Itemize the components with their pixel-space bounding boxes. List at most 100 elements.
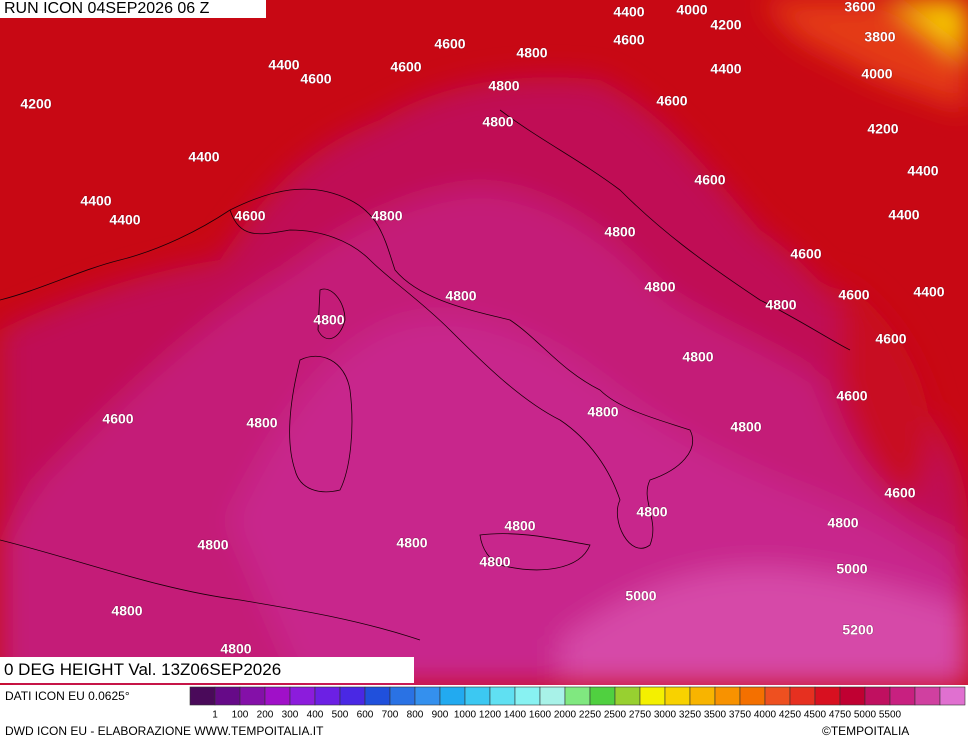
colorbar-swatch xyxy=(514,686,541,706)
colorbar-label: 1600 xyxy=(529,710,552,721)
contour-label: 4800 xyxy=(765,297,796,313)
contour-label: 4800 xyxy=(730,419,761,435)
colorbar-label: 1200 xyxy=(479,710,502,721)
field-shading xyxy=(0,0,968,685)
contour-label: 4600 xyxy=(390,59,421,75)
colorbar-label: 1000 xyxy=(454,710,477,721)
colorbar-label: 700 xyxy=(382,710,399,721)
colorbar-swatch xyxy=(289,686,316,706)
contour-label: 4800 xyxy=(682,349,713,365)
contour-label: 4600 xyxy=(102,411,133,427)
colorbar-label: 300 xyxy=(282,710,299,721)
contour-label: 4800 xyxy=(604,224,635,240)
contour-label: 4400 xyxy=(188,149,219,165)
colorbar-label: 100 xyxy=(232,710,249,721)
colorbar-label: 3750 xyxy=(729,710,752,721)
contour-label: 4600 xyxy=(234,208,265,224)
contour-label: 4600 xyxy=(838,287,869,303)
colorbar-label: 1400 xyxy=(504,710,527,721)
contour-label: 4800 xyxy=(827,515,858,531)
colorbar-swatch xyxy=(839,686,866,706)
colorbar-label: 900 xyxy=(432,710,449,721)
colorbar-label: 3250 xyxy=(679,710,702,721)
contour-label: 4600 xyxy=(836,388,867,404)
colorbar-label: 200 xyxy=(257,710,274,721)
colorbar-label: 2250 xyxy=(579,710,602,721)
colorbar-label: 4500 xyxy=(804,710,827,721)
colorbar-swatch xyxy=(214,686,241,706)
colorbar-swatch xyxy=(914,686,941,706)
contour-label: 5200 xyxy=(842,622,873,638)
contour-label: 4000 xyxy=(676,2,707,18)
contour-label: 4800 xyxy=(504,518,535,534)
contour-label: 3800 xyxy=(864,29,895,45)
contour-label: 4800 xyxy=(371,208,402,224)
colorbar-swatch xyxy=(689,686,716,706)
colorbar-label: 500 xyxy=(332,710,349,721)
coastlines xyxy=(0,109,851,641)
colorbar-label: 3000 xyxy=(654,710,677,721)
colorbar-swatch xyxy=(464,686,491,706)
contour-label: 4600 xyxy=(613,32,644,48)
colorbar-label: 2750 xyxy=(629,710,652,721)
colorbar-label: 400 xyxy=(307,710,324,721)
colorbar-swatch xyxy=(339,686,366,706)
colorbar-swatch xyxy=(814,686,841,706)
copyright: ©TEMPOITALIA xyxy=(822,724,910,738)
colorbar-label: 5000 xyxy=(854,710,877,721)
colorbar-swatch xyxy=(439,686,466,706)
contour-label: 4400 xyxy=(268,57,299,73)
contour-label: 5000 xyxy=(836,561,867,577)
contour-label: 4600 xyxy=(790,246,821,262)
colorbar-label: 800 xyxy=(407,710,424,721)
colorbar-swatch xyxy=(864,686,891,706)
contour-label: 4200 xyxy=(20,96,51,112)
data-source: DATI ICON EU 0.0625° xyxy=(5,689,130,703)
colorbar-swatch xyxy=(589,686,616,706)
contour-label: 4600 xyxy=(875,331,906,347)
contour-label: 4600 xyxy=(884,485,915,501)
contour-label: 4400 xyxy=(907,163,938,179)
colorbar-label: 4250 xyxy=(779,710,802,721)
colorbar-swatch xyxy=(764,686,791,706)
contour-label: 4400 xyxy=(109,212,140,228)
contour-label: 4400 xyxy=(613,4,644,20)
run-label: RUN ICON 04SEP2026 06 Z xyxy=(0,0,266,18)
contour-label: 4800 xyxy=(516,45,547,61)
colorbar-label: 1 xyxy=(212,710,218,721)
contour-label: 4400 xyxy=(888,207,919,223)
colorbar-swatch xyxy=(189,686,216,706)
contour-label: 4800 xyxy=(220,641,251,657)
colorbar-swatch xyxy=(739,686,766,706)
colorbar-swatch xyxy=(314,686,341,706)
contour-label: 4800 xyxy=(482,114,513,130)
contour-label: 4000 xyxy=(861,66,892,82)
contour-label: 4800 xyxy=(636,504,667,520)
contour-label: 4800 xyxy=(587,404,618,420)
contour-label: 4600 xyxy=(656,93,687,109)
contour-label: 4200 xyxy=(710,17,741,33)
contour-label: 5000 xyxy=(625,588,656,604)
contour-label: 4800 xyxy=(488,78,519,94)
contour-label: 4400 xyxy=(913,284,944,300)
contour-label: 4800 xyxy=(445,288,476,304)
credits: DWD ICON EU - ELABORAZIONE WWW.TEMPOITAL… xyxy=(5,724,324,738)
colorbar-swatch xyxy=(489,686,516,706)
colorbar-swatch xyxy=(939,686,966,706)
colorbar-swatch xyxy=(889,686,916,706)
contour-label: 4600 xyxy=(300,71,331,87)
contour-label: 4800 xyxy=(644,279,675,295)
contour-label: 4800 xyxy=(197,537,228,553)
contour-label: 4800 xyxy=(479,554,510,570)
colorbar-swatch xyxy=(564,686,591,706)
colorbar-label: 2000 xyxy=(554,710,577,721)
variable-label: 0 DEG HEIGHT Val. 13Z06SEP2026 xyxy=(0,657,414,683)
colorbar-swatch xyxy=(239,686,266,706)
contour-label: 4200 xyxy=(867,121,898,137)
colorbar-swatch xyxy=(364,686,391,706)
colorbar-swatch xyxy=(264,686,291,706)
contour-label: 4800 xyxy=(313,312,344,328)
contour-label: 4600 xyxy=(434,36,465,52)
colorbar-swatch xyxy=(714,686,741,706)
